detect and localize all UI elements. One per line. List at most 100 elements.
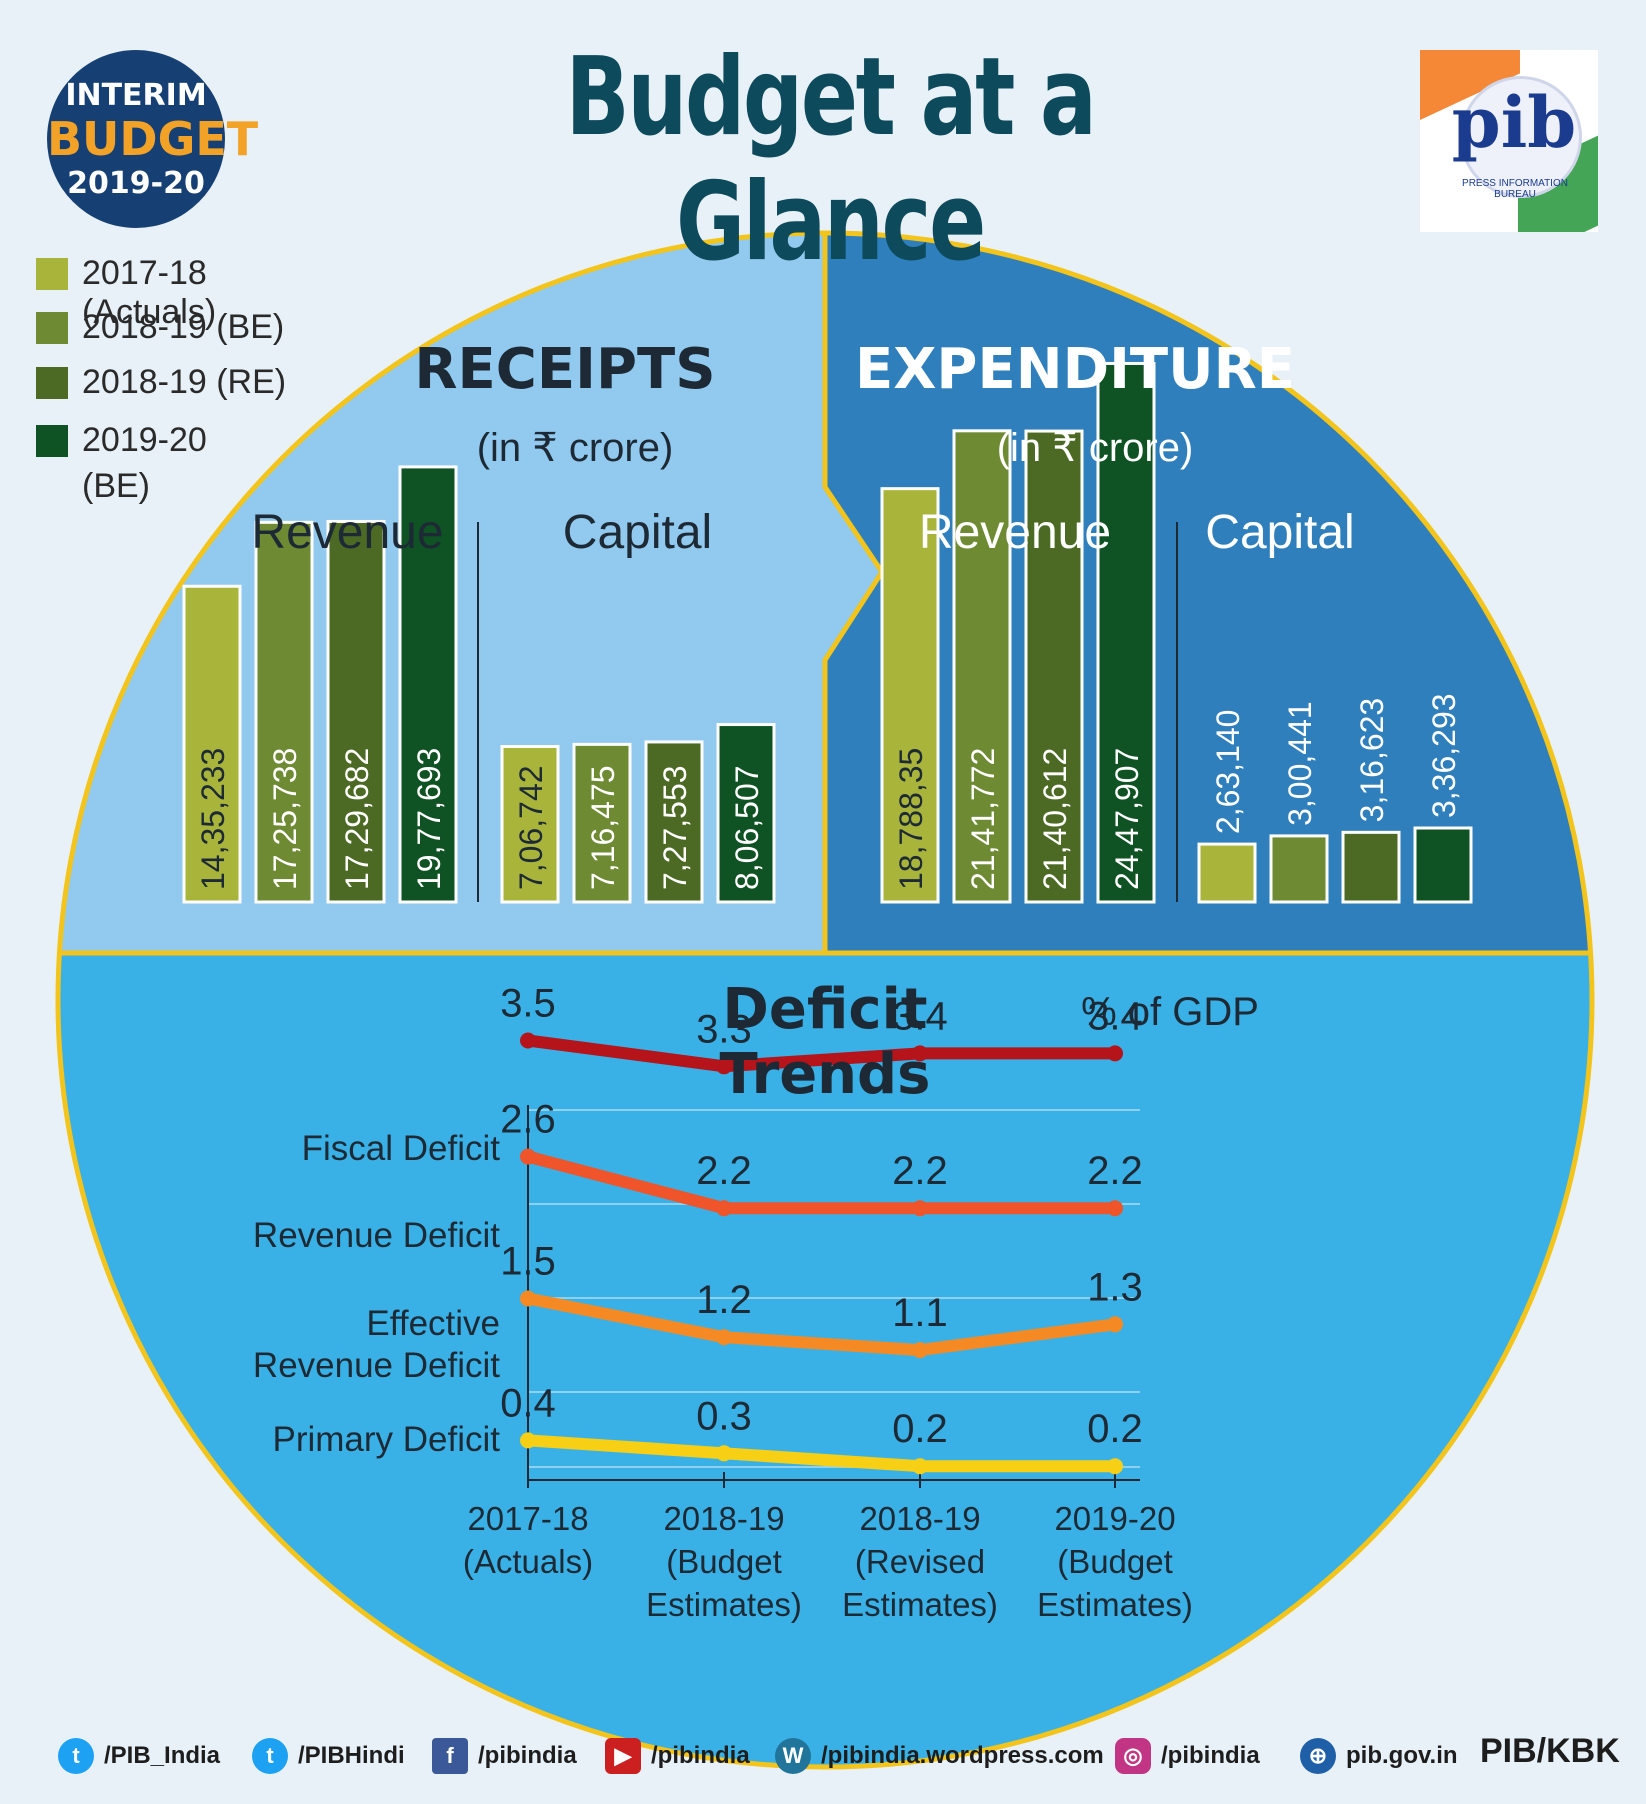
data-label: 1.3 — [1087, 1265, 1143, 1309]
expenditure-revenue-label: Revenue — [918, 506, 1112, 559]
series-name-label: Revenue Deficit — [253, 1346, 500, 1385]
series-name-label: Revenue Deficit — [253, 1216, 500, 1255]
legend-label: 2019-20 — [82, 421, 207, 459]
bar-value-label: 21,40,612 — [1037, 748, 1073, 890]
bar — [644, 740, 704, 904]
legend-swatch — [36, 312, 68, 344]
social-link-facebook[interactable]: f/pibindia — [432, 1738, 577, 1774]
page-title: Budget at a Glance — [565, 35, 1096, 285]
bar-value-label: 17,29,682 — [339, 748, 375, 890]
bar-value-label: 24,47,907 — [1109, 748, 1145, 890]
wordpress-icon: W — [775, 1738, 811, 1774]
x-tick-label: (Budget — [1057, 1543, 1173, 1580]
social-link-youtube[interactable]: ▶/pibindia — [605, 1738, 750, 1774]
data-point — [520, 1032, 536, 1049]
globe-icon: ⊕ — [1300, 1738, 1336, 1774]
data-point — [520, 1148, 536, 1165]
data-label: 3.3 — [696, 1007, 752, 1051]
youtube-icon: ▶ — [605, 1738, 641, 1774]
data-label: 3.5 — [500, 982, 556, 1026]
bar-value-label: 2,63,140 — [1210, 710, 1246, 835]
x-tick-label: Estimates) — [1037, 1586, 1193, 1623]
x-tick-label: 2017-18 — [467, 1500, 588, 1537]
data-point — [912, 1045, 928, 1062]
receipts-capital-label: Capital — [562, 506, 713, 559]
data-point — [1107, 1200, 1123, 1217]
deficit-title: Deficit Trends — [719, 977, 931, 1107]
data-label: 0.2 — [892, 1407, 948, 1451]
series-line — [522, 1150, 1121, 1215]
legend-label: 2017-18 (Actuals) — [82, 254, 217, 331]
data-point — [716, 1200, 732, 1217]
data-point — [912, 1458, 928, 1475]
social-link-wordpress[interactable]: W/pibindia.wordpress.com — [775, 1738, 1104, 1774]
series-line — [522, 1292, 1121, 1357]
bar — [326, 519, 386, 904]
data-label: 1.5 — [500, 1240, 556, 1284]
data-label: 1.2 — [696, 1278, 752, 1322]
logo-text: pib — [1451, 81, 1577, 164]
bar — [398, 465, 458, 904]
interim-budget-badge: INTERIM BUDGET 2019-20 — [47, 50, 259, 228]
receipts-unit: (in ₹ crore) — [476, 426, 674, 470]
data-point — [1107, 1045, 1123, 1062]
expenditure-capital-label: Capital — [1205, 506, 1355, 559]
data-point — [912, 1200, 928, 1217]
instagram-icon: ◎ — [1115, 1738, 1151, 1774]
bar-value-label: 8,06,507 — [729, 765, 765, 890]
social-link-twitter-hindi[interactable]: t/PIBHindi — [252, 1738, 405, 1774]
data-point — [716, 1058, 732, 1075]
credit-text: PIB/KBK — [1480, 1732, 1620, 1770]
bar — [1413, 826, 1473, 904]
bar-value-label: 3,16,623 — [1354, 698, 1390, 823]
data-label: 0.2 — [1087, 1407, 1143, 1451]
bar-value-label: 7,06,742 — [513, 765, 549, 890]
data-point — [912, 1342, 928, 1359]
data-point — [716, 1445, 732, 1462]
series-name-label: Primary Deficit — [272, 1420, 500, 1459]
pib-logo: pib PRESS INFORMATION BUREAU — [1420, 50, 1598, 232]
badge-line2: BUDGET — [47, 112, 259, 166]
x-tick-label: 2018-19 — [663, 1500, 784, 1537]
legend-label: 2018-19 (BE) — [82, 308, 285, 346]
bar — [1197, 842, 1257, 904]
bar-value-label: 18,788,35 — [893, 748, 929, 890]
bar — [952, 429, 1012, 904]
data-point — [520, 1432, 536, 1449]
data-label: 2.6 — [500, 1098, 556, 1142]
data-label: 2.2 — [892, 1149, 948, 1193]
receipts-revenue-label: Revenue — [251, 506, 444, 559]
bar — [880, 487, 940, 904]
x-tick-label: (Actuals) — [463, 1543, 593, 1580]
website-link[interactable]: ⊕ pib.gov.in — [1300, 1738, 1458, 1774]
legend-label: 2018-19 (RE) — [82, 363, 287, 401]
x-tick-label: 2018-19 — [859, 1500, 980, 1537]
bar-value-label: 3,00,441 — [1282, 701, 1318, 826]
x-tick-label: (Revised — [855, 1543, 985, 1580]
legend-swatch — [36, 367, 68, 399]
social-link-instagram[interactable]: ◎/pibindia — [1115, 1738, 1260, 1774]
logo-subtext: PRESS INFORMATION BUREAU — [1462, 178, 1568, 200]
bar — [500, 745, 560, 904]
badge-line3: 2019-20 — [67, 166, 205, 201]
bar — [1341, 830, 1401, 904]
series-name-label: Effective — [366, 1304, 500, 1343]
data-point — [520, 1290, 536, 1307]
expenditure-panel — [825, 233, 1592, 953]
bar — [254, 520, 314, 904]
bar — [716, 723, 776, 904]
x-tick-label: 2019-20 — [1054, 1500, 1175, 1537]
bar-value-label: 3,36,293 — [1426, 693, 1462, 818]
legend-swatch — [36, 425, 68, 457]
facebook-icon: f — [432, 1738, 468, 1774]
x-tick-label: Estimates) — [646, 1586, 802, 1623]
circle-outline — [55, 230, 1595, 1770]
series-line — [522, 1434, 1121, 1473]
bar — [182, 584, 242, 904]
bar-value-label: 17,25,738 — [267, 748, 303, 890]
bar — [1024, 429, 1084, 904]
social-link-twitter[interactable]: t/PIB_India — [58, 1738, 220, 1774]
bar-value-label: 19,77,693 — [411, 748, 447, 890]
series-name-label: Fiscal Deficit — [302, 1129, 501, 1168]
